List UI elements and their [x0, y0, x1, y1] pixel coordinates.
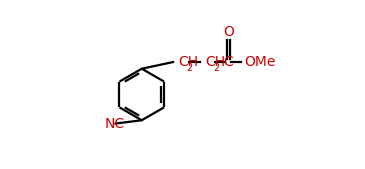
Text: C: C — [223, 55, 233, 69]
Text: 2: 2 — [186, 63, 193, 73]
Text: OMe: OMe — [244, 55, 275, 69]
Text: O: O — [223, 25, 234, 39]
Text: 2: 2 — [213, 63, 219, 73]
Text: CH: CH — [205, 55, 225, 69]
Text: CH: CH — [178, 55, 199, 69]
Text: NC: NC — [105, 117, 125, 131]
